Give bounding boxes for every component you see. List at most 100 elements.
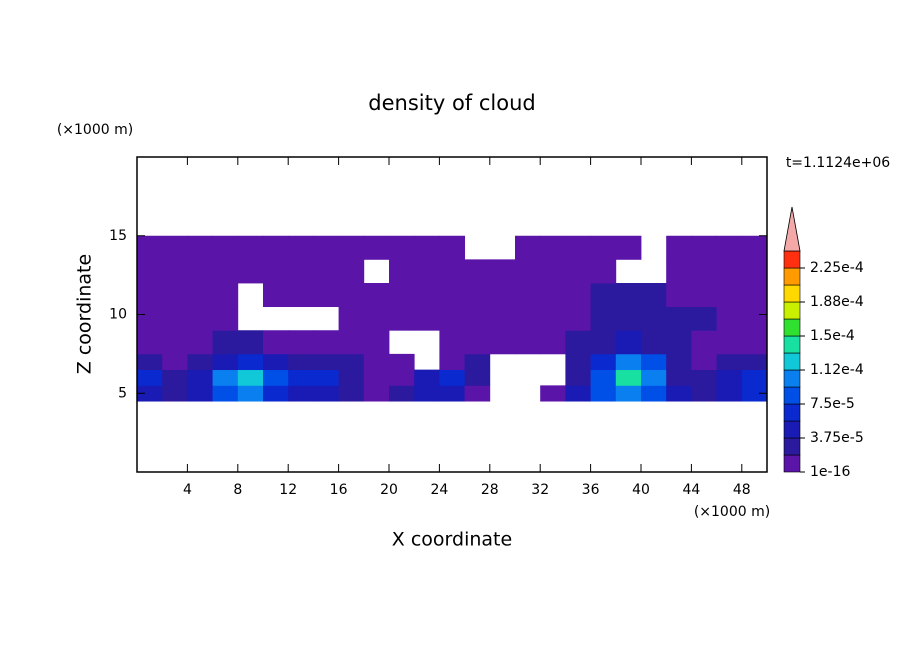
contour-cell — [187, 353, 213, 371]
contour-cell — [691, 306, 717, 331]
contour-cell — [489, 283, 516, 308]
contour-cell — [439, 283, 465, 308]
x-tick-label: 36 — [582, 482, 600, 498]
contour-cell — [162, 235, 188, 260]
contour-cell — [716, 235, 743, 260]
contour-cell — [540, 235, 566, 260]
contour-cell — [691, 353, 717, 371]
contour-cell — [162, 353, 188, 371]
contour-cell — [540, 283, 566, 308]
contour-cell — [666, 259, 692, 284]
contour-cell — [641, 385, 667, 402]
x-tick-label: 44 — [682, 482, 700, 498]
contour-cell — [338, 235, 365, 260]
colorbar-box — [783, 420, 801, 439]
contour-cell — [389, 259, 415, 284]
colorbar-tick-label: 1.88e-4 — [810, 294, 864, 310]
colorbar-tick-label: 1.5e-4 — [810, 328, 855, 344]
contour-cell — [590, 259, 617, 284]
chart-title: density of cloud — [368, 91, 535, 115]
contour-cell — [338, 330, 365, 355]
contour-cell — [716, 369, 743, 386]
contour-cell — [515, 259, 541, 284]
contour-cell — [590, 353, 617, 371]
contour-cell — [187, 385, 213, 402]
contour-cell — [263, 369, 289, 386]
contour-cell — [162, 385, 188, 402]
contour-cell — [741, 385, 768, 402]
contour-cell — [741, 235, 768, 260]
contour-cell — [666, 306, 692, 331]
contour-cell — [313, 353, 339, 371]
contour-cell — [464, 283, 491, 308]
contour-cell — [313, 385, 339, 402]
contour-cell — [590, 385, 617, 402]
contour-cell — [313, 259, 339, 284]
contour-cell — [212, 369, 239, 386]
contour-cell — [263, 330, 289, 355]
contour-cell — [641, 306, 667, 331]
contour-cell — [162, 369, 188, 386]
contour-cell — [590, 330, 617, 355]
contour-cell — [338, 369, 365, 386]
contour-cell — [691, 235, 717, 260]
contour-cell — [187, 259, 213, 284]
contour-cell — [363, 353, 390, 371]
contour-cell — [263, 235, 289, 260]
contour-cell — [716, 259, 743, 284]
contour-cell — [565, 306, 591, 331]
contour-cell — [313, 235, 339, 260]
y-tick-label: 5 — [118, 385, 127, 401]
colorbar-tick-label: 7.5e-5 — [810, 396, 855, 412]
contour-cell — [187, 306, 213, 331]
contour-cell — [741, 330, 768, 355]
colorbar-box — [783, 369, 801, 388]
y-tick-label: 15 — [109, 228, 127, 244]
contour-cell — [187, 235, 213, 260]
colorbar-box — [783, 250, 801, 269]
contour-cell — [338, 353, 365, 371]
contour-cell — [414, 259, 440, 284]
contour-cell — [237, 369, 264, 386]
contour-cell — [666, 353, 692, 371]
contour-cell — [363, 385, 390, 402]
contour-cell — [212, 283, 239, 308]
contour-cell — [187, 369, 213, 386]
colorbar-tick-label: 2.25e-4 — [810, 260, 864, 276]
x-tick-label: 20 — [380, 482, 398, 498]
contour-cell — [137, 306, 163, 331]
contour-cell — [439, 306, 465, 331]
contour-cell — [313, 330, 339, 355]
colorbar-tick-label: 1e-16 — [810, 464, 850, 480]
contour-cell — [212, 306, 239, 331]
contour-cell — [666, 330, 692, 355]
contour-cell — [464, 369, 491, 386]
contour-cell — [565, 369, 591, 386]
contour-cell — [137, 353, 163, 371]
contour-cell — [137, 235, 163, 260]
colorbar-box — [783, 403, 801, 422]
contour-cell — [363, 306, 390, 331]
contour-cell — [237, 385, 264, 402]
contour-cell — [237, 259, 264, 284]
x-tick-label: 48 — [733, 482, 751, 498]
contour-cell — [363, 330, 390, 355]
contour-cell — [162, 306, 188, 331]
contour-cell — [414, 283, 440, 308]
contour-cell — [666, 283, 692, 308]
contour-cell — [389, 306, 415, 331]
contour-cell — [414, 235, 440, 260]
colorbar-tick-label: 1.12e-4 — [810, 362, 864, 378]
contour-cell — [464, 385, 491, 402]
contour-cell — [137, 283, 163, 308]
y-unit: (×1000 m) — [57, 122, 133, 138]
contour-cell — [666, 369, 692, 386]
contour-cell — [716, 330, 743, 355]
contour-cell — [741, 306, 768, 331]
contour-cell — [338, 306, 365, 331]
contour-cell — [414, 385, 440, 402]
contour-cell — [389, 385, 415, 402]
contour-cell — [590, 306, 617, 331]
contour-cell — [515, 330, 541, 355]
contour-cell — [641, 330, 667, 355]
